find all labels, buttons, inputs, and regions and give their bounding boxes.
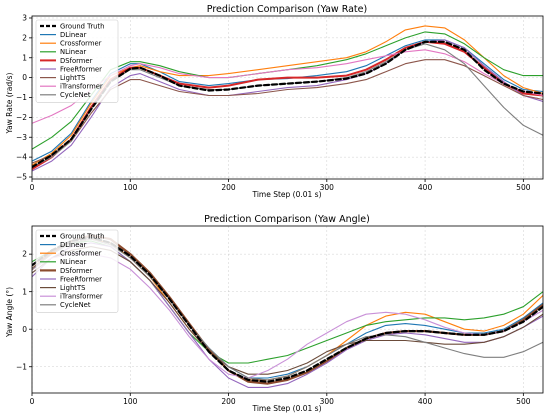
- plot-frame: [31, 225, 544, 394]
- legend-label: DSformer: [60, 57, 93, 65]
- y-tick-label: −4: [16, 153, 27, 162]
- y-tick-label: 1: [22, 53, 27, 62]
- legend-label: Ground Truth: [60, 232, 104, 240]
- x-tick-label: 100: [123, 183, 138, 192]
- legend-label: Ground Truth: [60, 22, 104, 30]
- yaw-angle-chart: Prediction Comparison (Yaw Angle) Time S…: [5, 214, 544, 413]
- legend-label: DSformer: [60, 267, 93, 275]
- legend-label: iTransformer: [60, 83, 103, 91]
- legend: Ground TruthDLinearCrossformerNLinearDSf…: [35, 229, 119, 313]
- x-tick-label: 500: [516, 397, 531, 406]
- y-tick-label: 3: [22, 14, 27, 23]
- y-tick-label: −5: [16, 173, 27, 182]
- legend-box: [35, 19, 119, 103]
- legend: Ground TruthDLinearCrossformerNLinearDSf…: [35, 19, 119, 103]
- legend-label: LightTS: [60, 284, 85, 292]
- y-axis-label: Yaw Rate (rad/s): [5, 72, 14, 134]
- x-tick-label: 300: [320, 397, 335, 406]
- legend-label: Crossformer: [60, 250, 102, 258]
- y-tick-label: 0: [22, 325, 27, 334]
- legend-label: CycleNet: [60, 301, 91, 309]
- x-tick-label: 400: [418, 183, 433, 192]
- y-tick-label: −2: [16, 113, 27, 122]
- x-tick-label: 100: [123, 397, 138, 406]
- legend-label: NLinear: [60, 48, 86, 56]
- legend-label: FreeRformer: [60, 65, 102, 73]
- legend-label: CycleNet: [60, 91, 91, 99]
- yaw-rate-chart: Prediction Comparison (Yaw Rate) Time St…: [5, 4, 544, 199]
- legend-label: NLinear: [60, 258, 86, 266]
- y-tick-label: −1: [16, 362, 27, 371]
- series-line-ground-truth: [32, 236, 543, 383]
- legend-box: [35, 229, 119, 313]
- x-tick-label: 500: [516, 183, 531, 192]
- chart-title: Prediction Comparison (Yaw Rate): [207, 4, 367, 15]
- x-axis-label: Time Step (0.01 s): [251, 404, 321, 413]
- legend-label: DLinear: [60, 31, 87, 39]
- y-tick-label: 0: [22, 73, 27, 82]
- x-tick-label: 200: [221, 183, 236, 192]
- x-tick-label: 300: [320, 183, 335, 192]
- legend-label: FreeRformer: [60, 275, 102, 283]
- y-tick-label: −3: [16, 133, 27, 142]
- y-tick-label: 2: [22, 250, 27, 259]
- x-tick-label: 0: [30, 397, 35, 406]
- legend-label: Crossformer: [60, 40, 102, 48]
- plot-frame: [31, 15, 544, 180]
- legend-label: iTransformer: [60, 293, 103, 301]
- y-axis-label: Yaw Angle (°): [5, 287, 14, 338]
- y-tick-label: 2: [22, 33, 27, 42]
- legend-label: DLinear: [60, 241, 87, 249]
- x-axis-label: Time Step (0.01 s): [251, 190, 321, 199]
- y-tick-label: −1: [16, 93, 27, 102]
- x-tick-label: 0: [30, 183, 35, 192]
- legend-label: LightTS: [60, 74, 85, 82]
- x-tick-label: 200: [221, 397, 236, 406]
- chart-title: Prediction Comparison (Yaw Angle): [204, 214, 370, 225]
- x-tick-label: 400: [418, 397, 433, 406]
- y-tick-label: 1: [22, 287, 27, 296]
